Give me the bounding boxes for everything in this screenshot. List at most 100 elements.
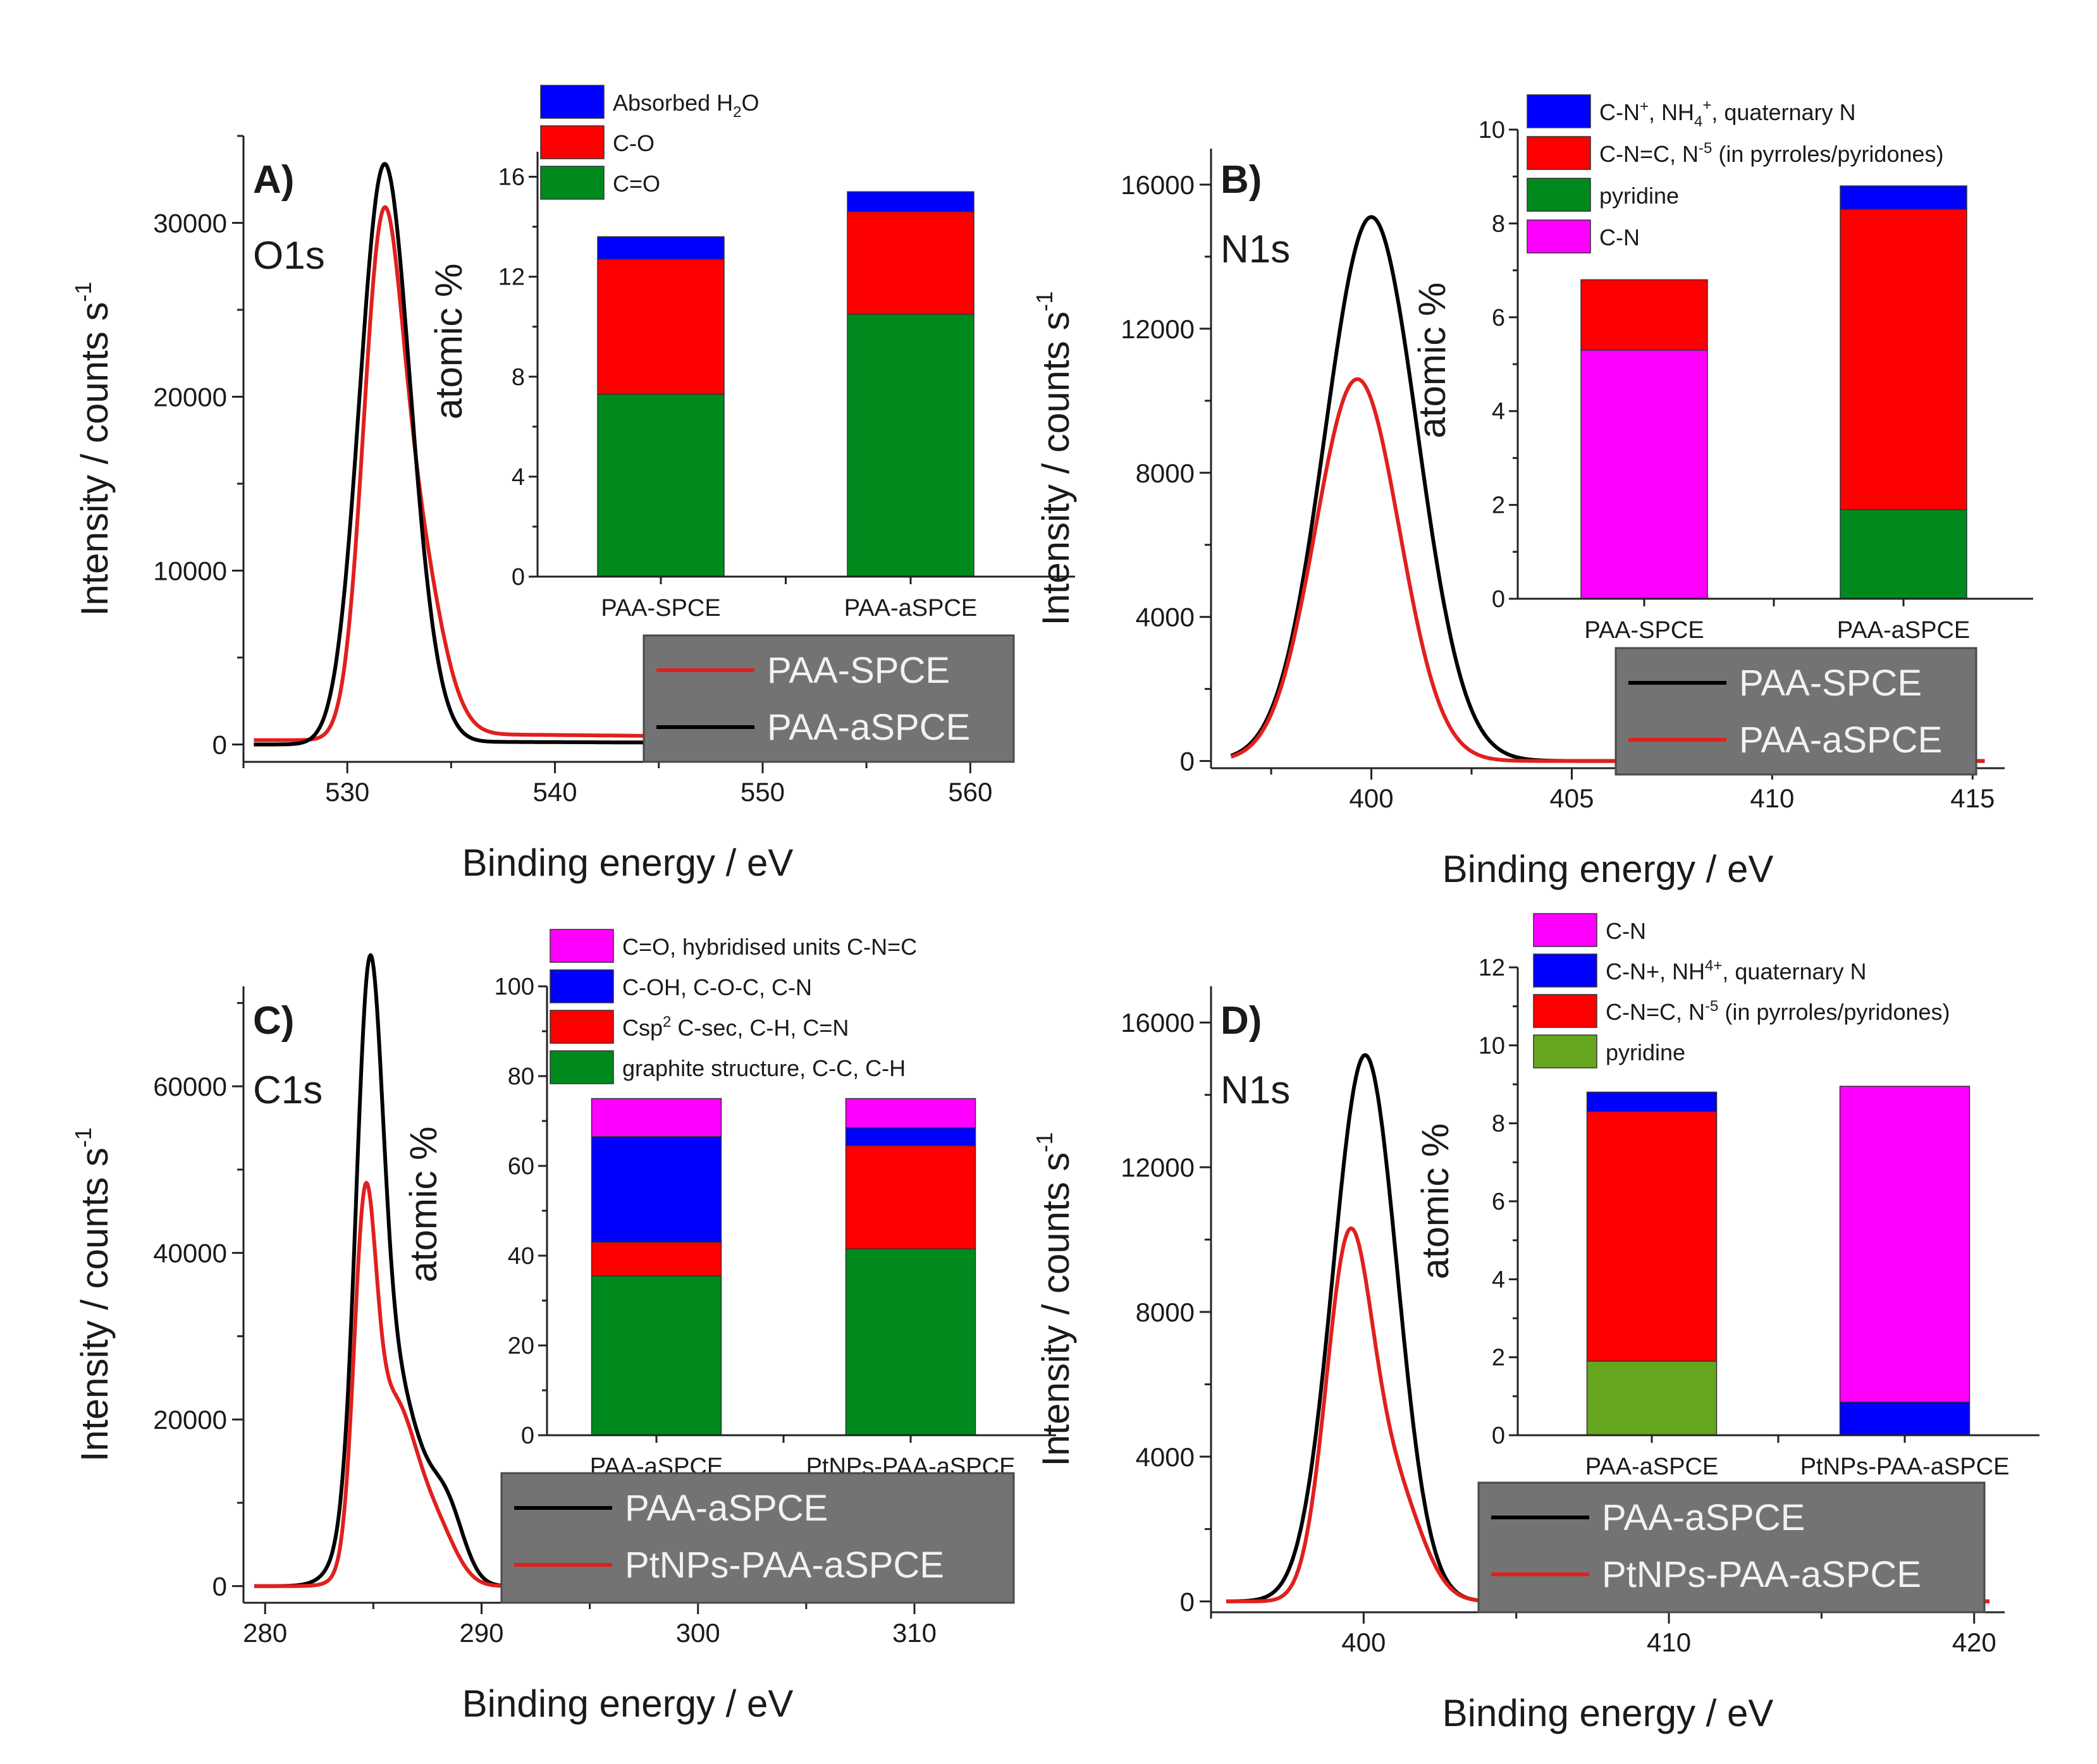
legend-text-sup: -5 — [1699, 140, 1712, 157]
inset-legend-label: C-O — [613, 130, 655, 156]
legend-text-main: Csp — [622, 1015, 663, 1041]
y-axis-title-text: Intensity / counts s — [1035, 312, 1077, 626]
legend-label: PtNPs-PAA-aSPCE — [1602, 1554, 1921, 1595]
y-axis-title-text: Intensity / counts s — [1035, 1153, 1077, 1467]
legend-box — [1477, 1481, 1986, 1614]
bar-segment-1 — [1840, 509, 1967, 599]
bar-segment-3 — [591, 1098, 722, 1137]
legend-text-main: Absorbed H — [613, 90, 733, 116]
bar-segment-0 — [847, 314, 975, 577]
inset-y-tick-label: 10 — [1479, 1032, 1505, 1059]
bar-segment-2 — [845, 1127, 976, 1146]
bar-segment-2 — [591, 1136, 722, 1243]
y-tick-label: 60000 — [153, 1072, 227, 1101]
legend-text-sub: 4 — [1694, 113, 1702, 130]
bar-segment-3 — [1839, 1086, 1971, 1403]
inset-y-tick-label: 0 — [512, 564, 525, 591]
legend-text-main: C-N=C, N — [1606, 999, 1705, 1025]
y-tick-label: 16000 — [1121, 1008, 1195, 1038]
y-axis-title-text: Intensity / counts s — [73, 1148, 116, 1462]
x-axis-title: Binding energy / eV — [1442, 848, 1774, 890]
inset-y-tick-label: 0 — [1492, 586, 1505, 613]
y-tick-label: 20000 — [153, 383, 227, 412]
element-label: O1s — [253, 234, 325, 278]
bar-segment-0 — [1586, 1361, 1718, 1436]
x-tick-label: 530 — [325, 777, 369, 807]
inset-legend-swatch — [550, 1050, 614, 1084]
inset-legend-swatch — [540, 125, 605, 159]
x-tick-label: 420 — [1952, 1627, 1996, 1657]
inset-legend-swatch — [1527, 136, 1591, 170]
inset-y-tick-label: 6 — [1492, 1189, 1505, 1215]
inset-y-tick-label: 12 — [1479, 955, 1505, 981]
bar-segment-0 — [1580, 349, 1708, 599]
inset-y-axis-title: atomic % — [1411, 283, 1453, 439]
legend-text-end: C-sec, C-H, C=N — [671, 1015, 849, 1041]
inset-y-tick-label: 12 — [498, 264, 525, 291]
panel-label: C) — [253, 999, 294, 1043]
inset-legend-label: Csp2 C-sec, C-H, C=N — [622, 1014, 849, 1041]
inset-y-tick-label: 4 — [1492, 1266, 1505, 1293]
inset-y-tick-label: 8 — [512, 364, 525, 391]
inset-legend-label: graphite structure, C-C, C-H — [622, 1055, 906, 1081]
y-tick-label: 20000 — [153, 1405, 227, 1435]
y-tick-label: 0 — [1180, 1587, 1195, 1617]
panel-label: D) — [1221, 999, 1262, 1043]
legend-text-end: , quaternary N — [1722, 959, 1866, 984]
y-axis-title: Intensity / counts s-1 — [70, 1127, 116, 1462]
inset-y-tick-label: 40 — [508, 1243, 534, 1270]
panel-a-o1s: 530 540 550 560 0 10000 20000 30000 Binding ener… — [70, 85, 1075, 884]
y-tick-label: 30000 — [153, 209, 227, 238]
inset-legend-swatch — [1533, 1034, 1597, 1069]
legend-text-end: , quaternary N — [1711, 99, 1855, 125]
bar-segment-2 — [1840, 209, 1967, 510]
y-axis-title-sup: -1 — [70, 1127, 96, 1148]
bar-segment-1 — [591, 1241, 722, 1277]
y-tick-label: 8000 — [1136, 1297, 1195, 1327]
inset-category-label: PAA-aSPCE — [844, 595, 977, 622]
inset-legend-label: pyridine — [1606, 1039, 1685, 1065]
inset-y-tick-label: 16 — [498, 164, 525, 191]
legend-text-sup: -5 — [1705, 998, 1718, 1015]
inset-legend-swatch — [1527, 219, 1591, 254]
inset-category-label: PtNPs-PAA-aSPCE — [1800, 1454, 2010, 1480]
legend-text-sup: + — [1640, 98, 1649, 115]
inset-legend-swatch — [1527, 178, 1591, 212]
inset-y-tick-label: 0 — [1492, 1423, 1505, 1449]
y-axis-title-sup: -1 — [1031, 1132, 1057, 1153]
panel-label: B) — [1221, 158, 1262, 202]
inset-legend-label: C-N — [1606, 918, 1646, 944]
x-tick-label: 405 — [1549, 783, 1594, 813]
y-axis-title: Intensity / counts s-1 — [1031, 1132, 1077, 1467]
bar-segment-0 — [591, 1275, 722, 1436]
inset-y-tick-label: 80 — [508, 1063, 534, 1090]
bar-segment-0 — [597, 393, 725, 577]
x-tick-label: 400 — [1341, 1627, 1386, 1657]
legend-text-sup: 2 — [663, 1014, 671, 1031]
y-axis-title: Intensity / counts s-1 — [1031, 291, 1077, 626]
inset-legend-label: C=O, hybridised units C-N=C — [622, 934, 917, 960]
inset-y-tick-label: 60 — [508, 1153, 534, 1180]
legend-text-main: C-N — [1599, 99, 1640, 125]
inset-y-axis-title: atomic % — [402, 1127, 445, 1283]
panel-label: A) — [253, 158, 294, 202]
y-tick-label: 8000 — [1136, 458, 1195, 488]
y-tick-label: 4000 — [1136, 603, 1195, 632]
legend-label: PAA-aSPCE — [625, 1488, 828, 1529]
bar-segment-3 — [845, 1098, 976, 1129]
legend-box — [643, 634, 1015, 763]
inset-category-label: PAA-SPCE — [601, 595, 720, 622]
inset-y-tick-label: 100 — [495, 974, 534, 1000]
x-tick-label: 400 — [1349, 783, 1393, 813]
inset-legend-label: C-N — [1599, 224, 1640, 250]
legend-label: PAA-aSPCE — [767, 707, 970, 748]
legend-box — [500, 1472, 1015, 1604]
bar-segment-3 — [1840, 185, 1967, 210]
inset-legend-label: C-N+, NH4+, quaternary N — [1606, 957, 1867, 984]
y-tick-label: 0 — [1180, 747, 1195, 776]
inset-y-tick-label: 8 — [1492, 1111, 1505, 1137]
legend-box — [1614, 647, 1977, 776]
inset-legend-swatch — [540, 85, 605, 119]
inset-legend-swatch — [1533, 953, 1597, 988]
